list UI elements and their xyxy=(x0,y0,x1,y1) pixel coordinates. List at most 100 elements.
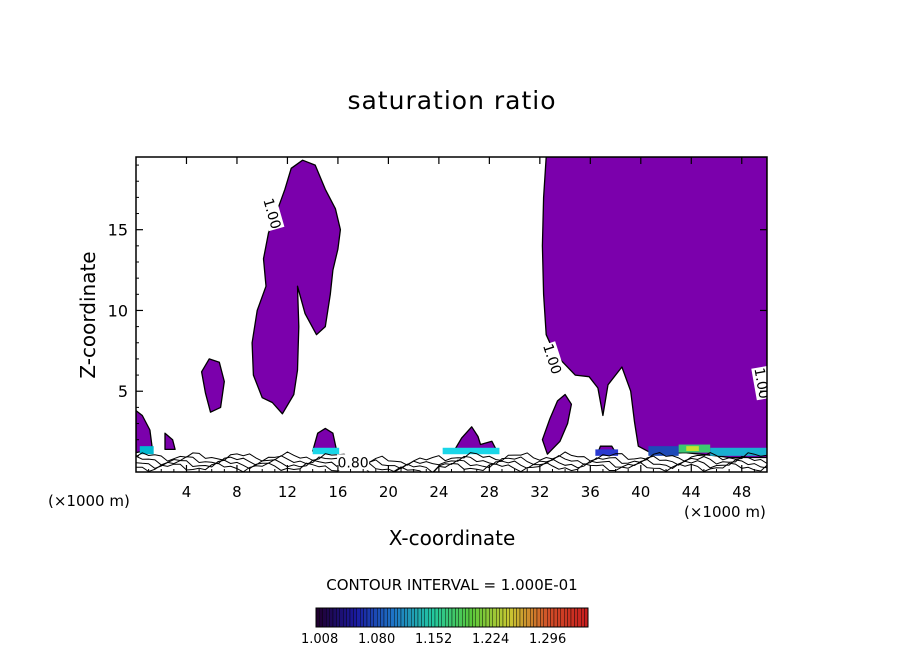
x-tick-label: 32 xyxy=(530,483,549,501)
colorbar-cell xyxy=(526,607,531,628)
band-6 xyxy=(686,446,699,451)
colorbar-cell xyxy=(496,607,500,628)
colorbar-cell xyxy=(397,607,402,628)
colorbar-cell xyxy=(346,607,351,628)
colorbar-frame xyxy=(315,607,589,628)
colorbar-cell xyxy=(540,607,545,628)
y-axis-ticks: 5 10 15 xyxy=(108,164,767,457)
colorbar-cell xyxy=(516,607,521,628)
colorbar-cell xyxy=(479,607,483,628)
x-tick-label: 8 xyxy=(232,483,242,501)
colorbar-cell xyxy=(502,607,507,628)
colorbar-label: 1.008 xyxy=(301,632,339,647)
contour-label-bg-3 xyxy=(337,454,370,471)
ground-contour-0 xyxy=(136,451,767,466)
x-tick-label: 4 xyxy=(182,483,192,501)
colorbar-cell xyxy=(322,607,327,628)
region-blob_6 xyxy=(200,358,225,413)
y-axis-label: Z-coordinate xyxy=(76,251,100,379)
colorbar-cell xyxy=(506,607,510,628)
colorbar xyxy=(315,607,589,628)
colorbar-cell xyxy=(547,607,551,628)
region-plume_right xyxy=(541,157,767,459)
colorbar-cell xyxy=(550,607,555,628)
band-1 xyxy=(312,447,340,455)
colorbar-cell xyxy=(343,607,347,628)
contour-interval-text: CONTOUR INTERVAL = 1.000E-01 xyxy=(326,576,578,594)
contour-label-bg-0 xyxy=(260,195,285,232)
contour-label-bg-1 xyxy=(539,341,566,377)
colorbar-cell xyxy=(492,607,497,628)
colorbar-cell xyxy=(462,607,466,628)
band-0 xyxy=(139,446,154,455)
colorbar-cell xyxy=(326,607,330,628)
region-bump_26 xyxy=(453,426,498,452)
colorbar-cell xyxy=(489,607,493,628)
colorbar-cell xyxy=(363,607,368,628)
colorbar-cell xyxy=(451,607,456,628)
y-tick-label: 15 xyxy=(108,221,128,240)
colorbar-cell xyxy=(404,607,408,628)
x-tick-label: 36 xyxy=(581,483,600,501)
colorbar-cell xyxy=(448,607,453,628)
x-axis-label: X-coordinate xyxy=(388,526,516,550)
band-2 xyxy=(442,447,500,455)
y-tick-label: 5 xyxy=(118,382,128,401)
colorbar-cell xyxy=(509,607,514,628)
colorbar-cell xyxy=(530,607,534,628)
colorbar-cell xyxy=(319,607,323,628)
colorbar-cell xyxy=(329,607,334,628)
colorbar-cell xyxy=(455,607,459,628)
x-tick-label: 28 xyxy=(480,483,499,501)
region-blob_34 xyxy=(541,393,573,455)
colorbar-cell xyxy=(434,607,439,628)
colorbar-label: 1.152 xyxy=(415,632,453,647)
colorbar-cell xyxy=(584,607,589,628)
colorbar-cell xyxy=(407,607,412,628)
contour-label-bg-2 xyxy=(751,366,767,401)
colorbar-cell xyxy=(360,607,364,628)
colorbar-cell xyxy=(567,607,572,628)
colorbar-cell xyxy=(468,607,473,628)
colorbar-label: 1.224 xyxy=(472,632,510,647)
colorbar-cell xyxy=(564,607,568,628)
colorbar-cell xyxy=(519,607,524,628)
colorbar-cell xyxy=(353,607,357,628)
colorbar-cell xyxy=(315,607,320,628)
colorbar-cell xyxy=(373,607,378,628)
colorbar-cell xyxy=(394,607,398,628)
x-tick-label: 24 xyxy=(429,483,448,501)
ground-contour-2 xyxy=(136,458,767,472)
colorbar-cell xyxy=(553,607,558,628)
colorbar-cell xyxy=(577,607,582,628)
band-7 xyxy=(710,447,767,456)
filled-contours xyxy=(136,157,767,459)
colorbar-cell xyxy=(417,607,422,628)
colorbar-cell xyxy=(485,607,490,628)
colorbar-cell xyxy=(428,607,432,628)
colorbar-cell xyxy=(431,607,436,628)
colorbar-cell xyxy=(523,607,528,628)
colorbar-cell xyxy=(349,607,354,628)
low-contour-lines xyxy=(136,451,767,472)
x-tick-label: 16 xyxy=(328,483,347,501)
colorbar-cell xyxy=(482,607,487,628)
y-tick-label: 10 xyxy=(108,301,128,320)
x-tick-label: 12 xyxy=(278,483,297,501)
colorbar-cell xyxy=(380,607,385,628)
colorbar-cell xyxy=(424,607,429,628)
colorbar-cell xyxy=(411,607,415,628)
high-saturation-bands xyxy=(139,444,767,456)
colorbar-label: 1.080 xyxy=(358,632,396,647)
colorbar-cell xyxy=(574,607,579,628)
colorbar-cell xyxy=(390,607,395,628)
colorbar-cell xyxy=(533,607,538,628)
colorbar-cell xyxy=(387,607,391,628)
x-unit-right: (×1000 m) xyxy=(684,503,766,521)
colorbar-cell xyxy=(560,607,565,628)
colorbar-cell xyxy=(557,607,562,628)
region-bump_15 xyxy=(312,427,338,452)
colorbar-cell xyxy=(332,607,337,628)
colorbar-cell xyxy=(370,607,374,628)
